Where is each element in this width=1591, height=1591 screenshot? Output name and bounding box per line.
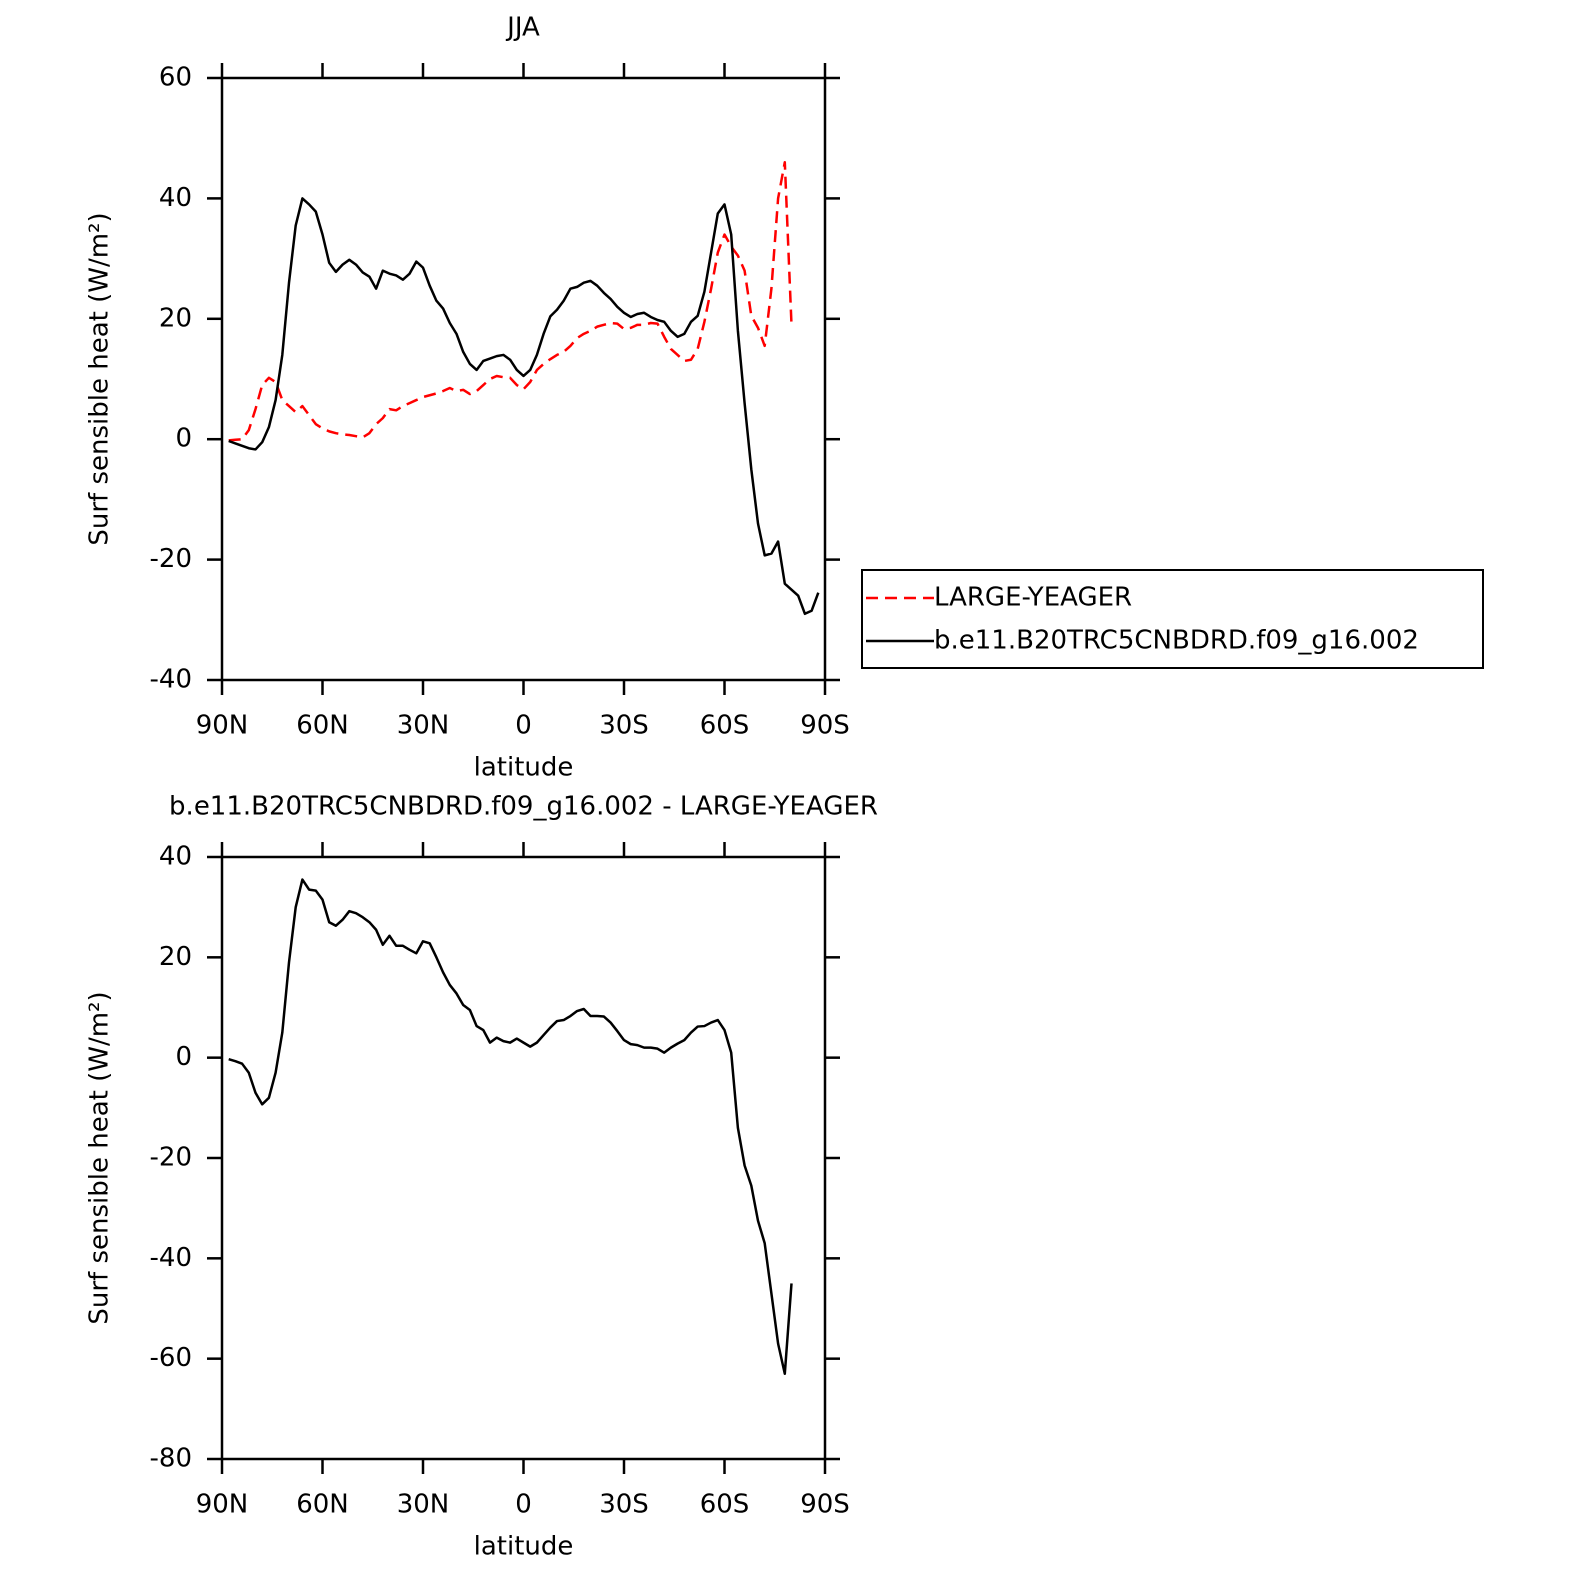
x-tick-label: 0 bbox=[515, 711, 532, 741]
x-tick-label: 90S bbox=[800, 1490, 850, 1520]
x-tick-label: 30S bbox=[599, 711, 649, 741]
legend-label: b.e11.B20TRC5CNBDRD.f09_g16.002 bbox=[934, 626, 1419, 656]
y-tick-label: -60 bbox=[150, 1343, 192, 1373]
y-tick-label: 40 bbox=[159, 183, 192, 213]
x-tick-label: 60S bbox=[700, 1490, 750, 1520]
y-tick-label: 20 bbox=[159, 942, 192, 972]
y-tick-label: 20 bbox=[159, 303, 192, 333]
line bbox=[228, 161, 793, 442]
legend-label: LARGE-YEAGER bbox=[934, 583, 1132, 613]
plot-frame bbox=[220, 855, 827, 1461]
plot-frame bbox=[220, 76, 827, 682]
x-axis-label: latitude bbox=[474, 753, 574, 783]
chart-title: JJA bbox=[505, 13, 540, 43]
x-tick-label: 0 bbox=[515, 1490, 532, 1520]
y-tick-label: -80 bbox=[150, 1444, 192, 1474]
line bbox=[228, 197, 820, 616]
y-tick-label: -40 bbox=[150, 1243, 192, 1273]
legend-box bbox=[861, 569, 1484, 669]
x-tick-label: 30N bbox=[397, 711, 450, 741]
x-tick-label: 60N bbox=[296, 711, 349, 741]
x-tick-label: 90N bbox=[196, 1490, 249, 1520]
x-tick-label: 60N bbox=[296, 1490, 349, 1520]
y-tick-label: -20 bbox=[150, 1143, 192, 1173]
x-tick-label: 30S bbox=[599, 1490, 649, 1520]
chart-title: b.e11.B20TRC5CNBDRD.f09_g16.002 - LARGE-… bbox=[169, 792, 878, 822]
y-axis-label: Surf sensible heat (W/m²) bbox=[85, 212, 115, 545]
y-tick-label: -40 bbox=[150, 665, 192, 695]
x-tick-label: 90N bbox=[196, 711, 249, 741]
y-tick-label: 60 bbox=[159, 63, 192, 93]
x-tick-label: 90S bbox=[800, 711, 850, 741]
x-axis-label: latitude bbox=[474, 1532, 574, 1562]
line bbox=[228, 878, 793, 1375]
y-tick-label: 0 bbox=[175, 1042, 192, 1072]
x-tick-label: 60S bbox=[700, 711, 750, 741]
x-tick-label: 30N bbox=[397, 1490, 450, 1520]
y-tick-label: 0 bbox=[175, 424, 192, 454]
y-tick-label: -20 bbox=[150, 544, 192, 574]
y-tick-label: 40 bbox=[159, 842, 192, 872]
y-axis-label: Surf sensible heat (W/m²) bbox=[85, 991, 115, 1324]
